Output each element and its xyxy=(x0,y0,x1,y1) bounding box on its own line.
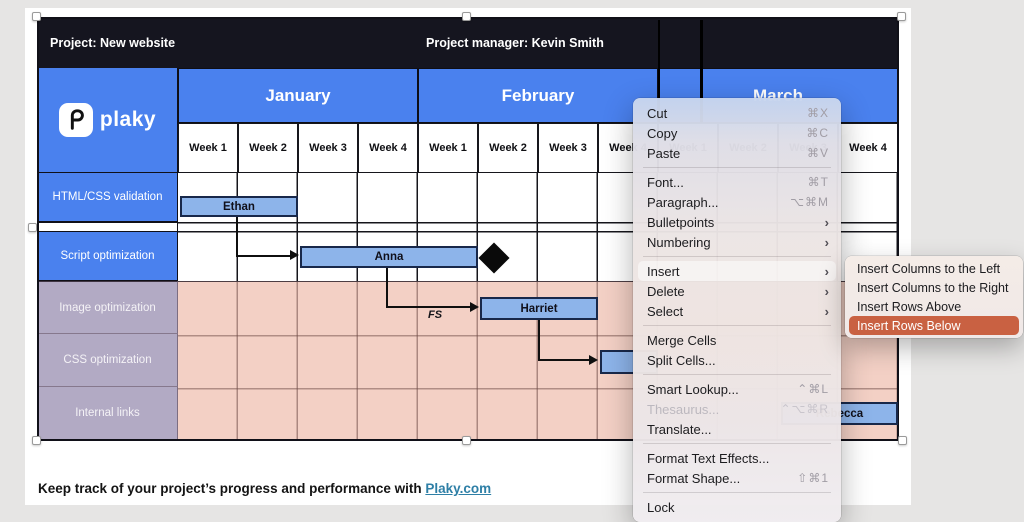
submenu-item-insert-rows-above[interactable]: Insert Rows Above xyxy=(857,299,962,314)
menu-separator xyxy=(643,256,831,257)
menu-separator xyxy=(643,167,831,168)
week-header[interactable]: Week 1 xyxy=(178,123,238,173)
insert-submenu: Insert Columns to the Left Insert Column… xyxy=(845,256,1023,338)
row-label-image-optimization[interactable]: Image optimization xyxy=(38,281,178,334)
table-resize-handle-top-left[interactable] xyxy=(32,12,41,21)
menu-item-smart-lookup[interactable]: Smart Lookup... ⌃⌘L xyxy=(647,381,829,397)
week-header[interactable]: Week 3 xyxy=(538,123,598,173)
column-border-mark xyxy=(658,20,660,123)
plaky-logo-icon xyxy=(58,103,93,137)
menu-item-paste[interactable]: Paste ⌘V xyxy=(647,145,829,161)
plaky-logo-text: plaky xyxy=(99,108,157,131)
project-title-cell[interactable]: Project: New website xyxy=(38,18,420,68)
dependency-arrowhead xyxy=(290,250,299,260)
row-label-script-optimization[interactable]: Script optimization xyxy=(38,232,178,281)
dependency-arrowhead xyxy=(589,354,598,365)
table-resize-handle-bottom-middle[interactable] xyxy=(462,436,471,445)
menu-item-numbering[interactable]: Numbering › xyxy=(647,234,829,250)
plaky-logo: plaky xyxy=(38,68,178,173)
submenu-chevron-icon: › xyxy=(824,303,829,319)
row-label-css-optimization[interactable]: CSS optimization xyxy=(38,334,178,387)
submenu-item-insert-rows-below[interactable]: Insert Rows Below xyxy=(849,316,1019,335)
table-resize-handle-bottom-left[interactable] xyxy=(32,436,41,445)
menu-item-translate[interactable]: Translate... xyxy=(647,421,712,437)
submenu-chevron-icon: › xyxy=(824,234,829,250)
context-menu: Cut ⌘X Copy ⌘C Paste ⌘V Font... ⌘T Paragraph… xyxy=(633,98,841,522)
menu-item-format-text-effects[interactable]: Format Text Effects... xyxy=(647,450,770,466)
menu-item-copy[interactable]: Copy ⌘C xyxy=(647,125,829,141)
menu-item-font[interactable]: Font... ⌘T xyxy=(647,174,829,190)
footer-caption: Keep track of your project’s progress an… xyxy=(38,481,491,496)
month-header-january[interactable]: January xyxy=(178,68,418,123)
week-header[interactable]: Week 4 xyxy=(358,123,418,173)
week-header[interactable]: Week 1 xyxy=(418,123,478,173)
plaky-link[interactable]: Plaky.com xyxy=(425,481,492,496)
menu-separator xyxy=(643,443,831,444)
menu-item-format-shape[interactable]: Format Shape... ⇧⌘1 xyxy=(647,470,829,486)
task-bar-harriet[interactable]: Harriet xyxy=(480,297,598,320)
menu-item-paragraph[interactable]: Paragraph... ⌥⌘M xyxy=(647,194,829,210)
menu-item-cut[interactable]: Cut ⌘X xyxy=(647,105,829,121)
week-header[interactable]: Week 2 xyxy=(478,123,538,173)
week-header[interactable]: Week 2 xyxy=(238,123,298,173)
task-bar-ethan[interactable]: Ethan xyxy=(180,196,298,217)
menu-item-select[interactable]: Select › xyxy=(647,303,829,319)
menu-item-thesaurus: Thesaurus... ⌃⌥⌘R xyxy=(647,401,829,417)
footer-text: Keep track of your project’s progress an… xyxy=(38,481,422,496)
week-header[interactable]: Week 3 xyxy=(298,123,358,173)
dependency-arrow-line xyxy=(386,306,470,308)
row-label-html-css-validation[interactable]: HTML/CSS validation xyxy=(38,173,178,222)
table-resize-handle-middle-left[interactable] xyxy=(28,223,37,232)
menu-item-bulletpoints[interactable]: Bulletpoints › xyxy=(647,214,829,230)
dependency-arrow-line xyxy=(236,254,291,257)
menu-item-merge-cells[interactable]: Merge Cells xyxy=(647,332,717,348)
project-title: Project: New website xyxy=(50,36,176,50)
dependency-arrow-line xyxy=(386,268,388,308)
submenu-item-insert-columns-left[interactable]: Insert Columns to the Left xyxy=(857,261,1001,276)
menu-separator xyxy=(643,374,831,375)
table-resize-handle-top-middle[interactable] xyxy=(462,12,471,21)
dependency-arrow-line xyxy=(538,320,540,361)
spacer-row xyxy=(38,222,178,232)
dependency-arrow-line xyxy=(236,217,238,256)
dependency-arrowhead xyxy=(470,301,479,312)
month-header-february[interactable]: February xyxy=(418,68,658,123)
menu-item-delete[interactable]: Delete › xyxy=(647,283,829,299)
menu-item-insert[interactable]: Insert › xyxy=(638,261,836,281)
menu-item-lock[interactable]: Lock xyxy=(647,499,675,515)
table-resize-handle-bottom-right[interactable] xyxy=(898,436,907,445)
project-manager: Project manager: Kevin Smith xyxy=(426,36,604,50)
week-header[interactable]: Week 4 xyxy=(838,123,898,173)
dependency-arrow-line xyxy=(538,359,589,361)
dependency-type-label: FS xyxy=(428,309,443,321)
submenu-chevron-icon: › xyxy=(824,283,829,299)
task-bar-anna[interactable]: Anna xyxy=(300,246,478,268)
row-label-internal-links[interactable]: Internal links xyxy=(38,387,178,440)
submenu-item-insert-columns-right[interactable]: Insert Columns to the Right xyxy=(857,280,1009,295)
menu-separator xyxy=(643,492,831,493)
submenu-chevron-icon: › xyxy=(824,263,829,279)
menu-item-split-cells[interactable]: Split Cells... xyxy=(647,352,716,368)
table-resize-handle-top-right[interactable] xyxy=(897,12,906,21)
menu-separator xyxy=(643,325,831,326)
column-border-mark xyxy=(700,20,703,123)
submenu-chevron-icon: › xyxy=(824,214,829,230)
